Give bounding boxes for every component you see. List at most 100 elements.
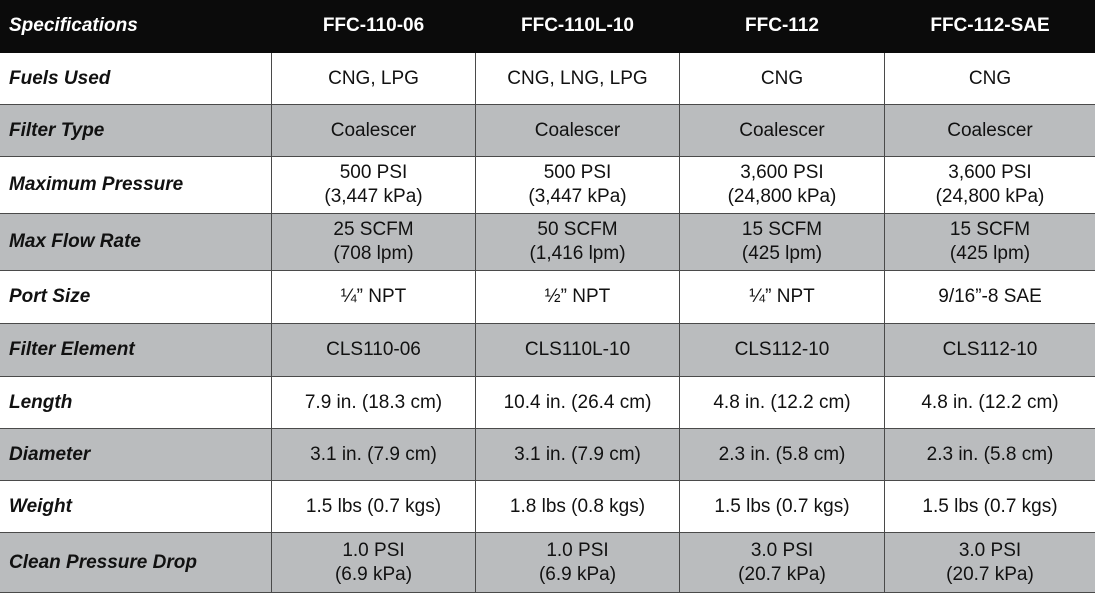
- cell-line: ½” NPT: [544, 286, 611, 307]
- row-label: Filter Element: [0, 324, 272, 377]
- column-header: FFC-110L-10: [476, 0, 680, 53]
- header-text: FFC-110-06: [322, 15, 425, 36]
- cell-line: 1.0 PSI: [342, 539, 405, 561]
- cell-line: (24,800 kPa): [727, 186, 837, 207]
- cell-line: (6.9 kPa): [334, 563, 413, 585]
- spec-cell: 3.0 PSI (20.7 kPa): [680, 533, 885, 593]
- column-header: FFC-112: [680, 0, 885, 53]
- cell-line: ¼” NPT: [749, 286, 815, 307]
- spec-cell: CNG: [680, 53, 885, 105]
- row-label: Length: [0, 377, 272, 429]
- row-label-text: Max Flow Rate: [9, 231, 141, 252]
- cell-line: CLS112-10: [734, 339, 830, 360]
- row-label: Clean Pressure Drop: [0, 533, 272, 593]
- row-label: Port Size: [0, 271, 272, 324]
- row-label: Max Flow Rate: [0, 214, 272, 271]
- cell-line: (20.7 kPa): [738, 563, 826, 585]
- cell-line: Coalescer: [739, 119, 825, 141]
- row-label-text: Weight: [9, 495, 72, 517]
- cell-line: (6.9 kPa): [538, 563, 617, 585]
- spec-cell: Coalescer: [680, 105, 885, 157]
- cell-line: 15 SCFM: [949, 219, 1031, 240]
- cell-line: 1.8 lbs (0.8 kgs): [509, 495, 646, 517]
- cell-line: (3,447 kPa): [528, 186, 627, 207]
- header-text: FFC-112: [745, 15, 819, 36]
- spec-cell: 3,600 PSI (24,800 kPa): [680, 157, 885, 214]
- spec-cell: 1.5 lbs (0.7 kgs): [680, 481, 885, 533]
- cell-line: 3.0 PSI: [750, 539, 814, 561]
- cell-line: CLS110L-10: [524, 339, 631, 360]
- header-text: FFC-110L-10: [521, 15, 634, 36]
- spec-cell: 4.8 in. (12.2 cm): [680, 377, 885, 429]
- cell-line: 500 PSI: [543, 162, 612, 183]
- row-label: Maximum Pressure: [0, 157, 272, 214]
- row-label: Diameter: [0, 429, 272, 481]
- cell-line: ¼” NPT: [340, 286, 407, 307]
- spec-cell: 1.8 lbs (0.8 kgs): [476, 481, 680, 533]
- spec-cell: 1.5 lbs (0.7 kgs): [885, 481, 1095, 533]
- spec-cell: 3.1 in. (7.9 cm): [476, 429, 680, 481]
- spec-cell: 15 SCFM (425 lpm): [680, 214, 885, 271]
- row-label-text: Length: [9, 391, 73, 413]
- cell-line: 3.0 PSI: [958, 539, 1022, 561]
- cell-line: (425 lpm): [741, 243, 823, 264]
- spec-cell: CNG, LNG, LPG: [476, 53, 680, 105]
- spec-cell: CLS110-06: [272, 324, 476, 377]
- spec-cell: Coalescer: [885, 105, 1095, 157]
- row-label-text: Maximum Pressure: [9, 174, 184, 195]
- cell-line: CNG: [968, 67, 1012, 89]
- cell-line: 3,600 PSI: [740, 162, 824, 183]
- cell-line: 2.3 in. (5.8 cm): [718, 443, 846, 465]
- spec-cell: CNG: [885, 53, 1095, 105]
- spec-cell: ½” NPT: [476, 271, 680, 324]
- cell-line: 10.4 in. (26.4 cm): [503, 391, 652, 413]
- cell-line: 1.5 lbs (0.7 kgs): [714, 495, 850, 517]
- spec-cell: 500 PSI (3,447 kPa): [272, 157, 476, 214]
- row-label-text: Fuels Used: [9, 67, 111, 89]
- cell-line: (20.7 kPa): [946, 563, 1034, 585]
- cell-line: 9/16”-8 SAE: [938, 286, 1042, 307]
- spec-cell: 3,600 PSI (24,800 kPa): [885, 157, 1095, 214]
- row-label-text: Port Size: [9, 286, 91, 307]
- spec-cell: 3.0 PSI (20.7 kPa): [885, 533, 1095, 593]
- cell-line: (708 lpm): [333, 243, 414, 264]
- row-label: Fuels Used: [0, 53, 272, 105]
- cell-line: 3.1 in. (7.9 cm): [514, 443, 641, 465]
- cell-line: Coalescer: [330, 119, 417, 141]
- cell-line: CNG, LPG: [328, 67, 419, 89]
- cell-line: CLS110-06: [326, 339, 421, 360]
- spec-cell: 4.8 in. (12.2 cm): [885, 377, 1095, 429]
- cell-line: 1.5 lbs (0.7 kgs): [305, 495, 442, 517]
- spec-cell: Coalescer: [476, 105, 680, 157]
- cell-line: (24,800 kPa): [935, 186, 1045, 207]
- spec-cell: 1.0 PSI (6.9 kPa): [272, 533, 476, 593]
- spec-cell: CNG, LPG: [272, 53, 476, 105]
- cell-line: 7.9 in. (18.3 cm): [304, 391, 443, 413]
- spec-cell: 50 SCFM (1,416 lpm): [476, 214, 680, 271]
- cell-line: 500 PSI: [339, 162, 408, 183]
- spec-cell: CLS110L-10: [476, 324, 680, 377]
- cell-line: Coalescer: [947, 119, 1033, 141]
- header-text: FFC-112-SAE: [930, 15, 1050, 36]
- spec-cell: Coalescer: [272, 105, 476, 157]
- cell-line: 15 SCFM: [741, 219, 823, 240]
- cell-line: CNG: [760, 67, 804, 89]
- cell-line: 1.5 lbs (0.7 kgs): [922, 495, 1058, 517]
- row-label-text: Clean Pressure Drop: [9, 551, 197, 573]
- spec-cell: 2.3 in. (5.8 cm): [680, 429, 885, 481]
- header-label: Specifications: [0, 0, 272, 53]
- spec-cell: 2.3 in. (5.8 cm): [885, 429, 1095, 481]
- row-label-text: Diameter: [9, 443, 91, 465]
- spec-cell: 25 SCFM (708 lpm): [272, 214, 476, 271]
- cell-line: 3.1 in. (7.9 cm): [310, 443, 437, 465]
- spec-cell: ¼” NPT: [680, 271, 885, 324]
- cell-line: 50 SCFM: [537, 219, 618, 240]
- cell-line: 25 SCFM: [333, 219, 414, 240]
- row-label: Filter Type: [0, 105, 272, 157]
- cell-line: 4.8 in. (12.2 cm): [921, 391, 1059, 413]
- row-label: Weight: [0, 481, 272, 533]
- spec-cell: 10.4 in. (26.4 cm): [476, 377, 680, 429]
- cell-line: (425 lpm): [949, 243, 1031, 264]
- spec-cell: 1.0 PSI (6.9 kPa): [476, 533, 680, 593]
